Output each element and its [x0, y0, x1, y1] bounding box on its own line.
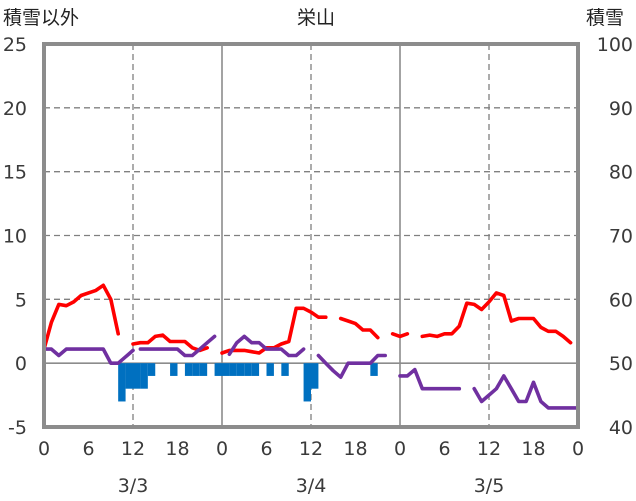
bar — [311, 363, 319, 389]
bar — [133, 363, 141, 389]
left-axis-ticks: -5 0 5 10 15 20 25 — [3, 34, 27, 439]
bar — [214, 363, 222, 376]
x-tick-label: 18 — [165, 438, 189, 460]
x-tick-label: 0 — [38, 438, 50, 460]
x-tick-label: 12 — [477, 438, 501, 460]
x-tick-label: 0 — [394, 438, 406, 460]
left-tick-label: -5 — [8, 417, 27, 439]
bar — [370, 363, 378, 376]
bar — [303, 363, 311, 402]
right-tick-label: 80 — [609, 162, 633, 184]
x-tick-label: 0 — [572, 438, 584, 460]
day-labels: 3/3 3/4 3/5 — [118, 475, 505, 497]
day-label: 3/3 — [118, 475, 149, 497]
left-tick-label: 25 — [3, 34, 27, 56]
bar — [184, 363, 193, 376]
right-tick-label: 100 — [597, 34, 633, 56]
day-label: 3/5 — [474, 475, 505, 497]
plot-frame — [42, 42, 580, 429]
x-tick-label: 0 — [216, 438, 228, 460]
bar — [118, 363, 126, 402]
bar — [192, 363, 200, 376]
bar — [125, 363, 133, 389]
right-tick-label: 60 — [609, 289, 633, 311]
left-tick-label: 20 — [3, 98, 27, 120]
bar — [147, 363, 156, 376]
x-tick-label: 6 — [82, 438, 94, 460]
x-axis-ticks: 0 6 12 18 0 6 12 18 0 6 12 18 0 — [38, 438, 584, 460]
right-tick-label: 40 — [609, 417, 633, 439]
left-tick-label: 15 — [3, 162, 27, 184]
right-axis-ticks: 40 50 60 70 80 90 100 — [597, 34, 633, 439]
left-tick-label: 5 — [15, 289, 27, 311]
bar — [281, 363, 289, 376]
right-tick-label: 90 — [609, 98, 633, 120]
bar — [222, 363, 230, 376]
bar — [170, 363, 178, 376]
x-tick-label: 12 — [121, 438, 145, 460]
x-tick-label: 12 — [299, 438, 323, 460]
right-tick-label: 50 — [609, 353, 633, 375]
bar-series — [118, 363, 378, 402]
series-line — [42, 283, 573, 355]
bar — [229, 363, 237, 376]
bar — [251, 363, 260, 376]
x-tick-label: 18 — [343, 438, 367, 460]
series-line — [42, 334, 580, 410]
bar — [199, 363, 208, 376]
x-tick-label: 6 — [438, 438, 450, 460]
left-tick-label: 10 — [3, 226, 27, 248]
x-tick-label: 6 — [260, 438, 272, 460]
bar — [244, 363, 252, 376]
bar — [266, 363, 274, 376]
day-label: 3/4 — [296, 475, 327, 497]
bar — [140, 363, 148, 389]
bar — [236, 363, 245, 376]
right-tick-label: 70 — [609, 226, 633, 248]
left-axis-label: 積雪以外 — [3, 7, 79, 29]
x-tick-label: 18 — [521, 438, 545, 460]
chart-title: 栄山 — [297, 7, 335, 29]
line-series — [42, 283, 580, 410]
right-axis-label: 積雪 — [586, 7, 624, 29]
left-tick-label: 0 — [15, 353, 27, 375]
